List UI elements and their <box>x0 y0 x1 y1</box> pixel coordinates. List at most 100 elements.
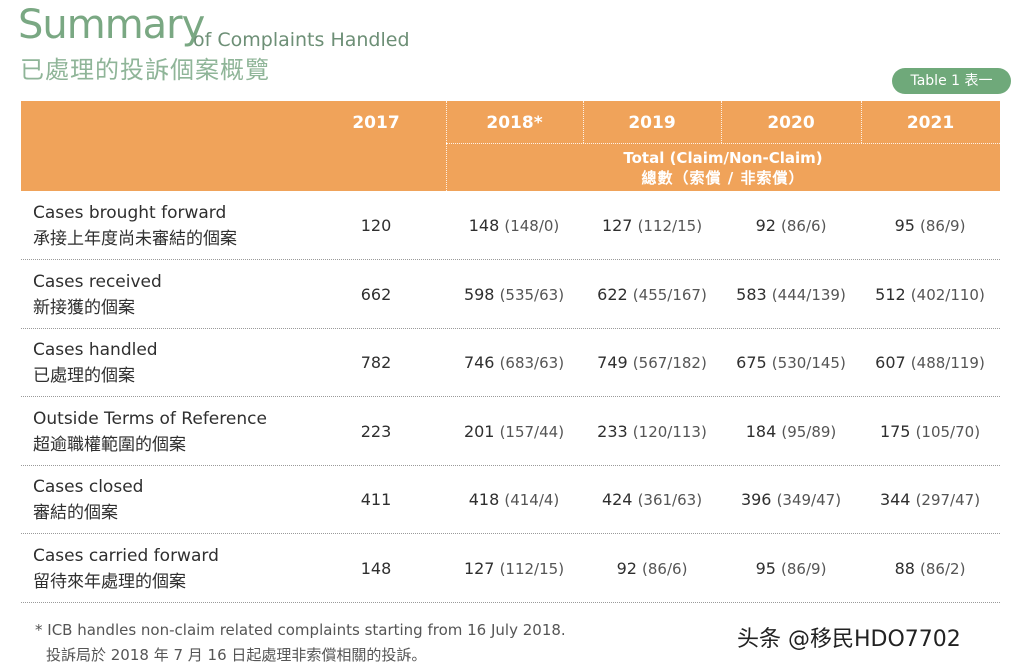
table-cell: 127 (112/15) <box>445 558 583 580</box>
table-cell: 92 (86/6) <box>583 558 721 580</box>
cell-total: 88 <box>894 558 915 578</box>
table-cell: 201 (157/44) <box>445 421 583 443</box>
cell-breakdown: (95/89) <box>781 422 837 441</box>
cell-total: 749 <box>597 353 628 372</box>
table-cell: 184 (95/89) <box>722 421 860 443</box>
cell-total: 95 <box>894 216 915 235</box>
cell-total: 622 <box>597 284 628 304</box>
cell-total: 233 <box>597 421 628 441</box>
cell-breakdown: (402/110) <box>910 285 985 304</box>
table-cell: 418 (414/4) <box>445 489 583 511</box>
cell-total: 782 <box>360 353 392 372</box>
table-cell: 675 (530/145) <box>722 352 860 374</box>
row-label-en: Cases brought forward <box>33 203 227 223</box>
table-cell: 175 (105/70) <box>861 421 999 443</box>
cell-total: 396 <box>740 490 772 509</box>
row-label-en: Cases received <box>33 271 162 292</box>
table-cell: 120 <box>307 215 445 237</box>
cell-total: 411 <box>360 490 392 509</box>
header-divider <box>721 101 722 143</box>
cell-breakdown: (86/6) <box>781 217 827 235</box>
header-divider <box>861 101 862 143</box>
title-main: Summary <box>18 2 205 48</box>
row-label-zh: 留待來年處理的個案 <box>33 571 186 592</box>
cell-total: 662 <box>360 284 392 304</box>
table-cell: 92 (86/6) <box>722 215 860 237</box>
cell-breakdown: (112/15) <box>637 217 703 235</box>
cell-breakdown: (86/2) <box>920 559 966 578</box>
row-label-en: Outside Terms of Reference <box>33 408 267 429</box>
table-cell: 127 (112/15) <box>583 215 721 237</box>
table-cell: 411 <box>307 489 445 511</box>
cell-total: 598 <box>463 284 495 304</box>
table-cell: 583 (444/139) <box>722 284 860 306</box>
cell-breakdown: (530/145) <box>771 354 846 372</box>
year-header-2021: 2021 <box>906 113 955 133</box>
header-divider <box>446 143 1000 144</box>
table-row: Cases handled 已處理的個案 782 746 (683/63) 749 (5… <box>21 329 1000 397</box>
table-row: Cases received 新接獲的個案 662 598 (535/63) 622 (… <box>21 261 1000 329</box>
year-header-2020: 2020 <box>767 113 815 133</box>
table-number-badge: Table 1 表一 <box>892 68 1011 94</box>
cell-total: 148 <box>360 558 392 578</box>
header-divider <box>446 143 447 191</box>
cell-breakdown: (414/4) <box>504 491 560 509</box>
table-header: 2017 2018* 2019 2020 2021 Total (Claim/N… <box>21 101 1000 191</box>
year-header-2017: 2017 <box>352 113 400 133</box>
year-header-2018: 2018* <box>486 113 543 133</box>
row-label-zh: 已處理的個案 <box>33 366 135 386</box>
cell-total: 92 <box>755 216 776 235</box>
cell-total: 92 <box>616 558 637 578</box>
cell-breakdown: (86/9) <box>920 217 966 235</box>
cell-total: 148 <box>468 216 500 235</box>
cell-total: 512 <box>875 284 906 304</box>
header-divider <box>446 101 447 143</box>
cell-breakdown: (455/167) <box>632 285 707 304</box>
table-cell: 662 <box>307 284 445 306</box>
row-label-zh: 審結的個案 <box>33 503 118 523</box>
table-cell: 148 (148/0) <box>445 215 583 237</box>
cell-total: 424 <box>601 490 633 509</box>
table-cell: 396 (349/47) <box>722 489 860 511</box>
cell-breakdown: (349/47) <box>776 491 842 509</box>
title-subtitle: of Complaints Handled <box>193 29 410 51</box>
table-cell: 607 (488/119) <box>861 352 999 374</box>
row-label-zh: 新接獲的個案 <box>33 297 135 318</box>
row-label-en: Cases handled <box>33 340 158 360</box>
row-label-en: Cases closed <box>33 477 144 497</box>
cell-total: 746 <box>463 353 495 372</box>
header-divider <box>583 101 584 143</box>
cell-total: 344 <box>879 490 911 509</box>
table-cell: 782 <box>307 352 445 374</box>
total-caption-zh: 總數（索償 / 非索償） <box>641 169 805 187</box>
table-cell: 148 <box>307 558 445 580</box>
table-row: Cases closed 審結的個案 411 418 (414/4) 424 (361/… <box>21 466 1000 534</box>
cell-breakdown: (488/119) <box>910 354 985 372</box>
cell-breakdown: (112/15) <box>499 559 565 578</box>
cell-total: 583 <box>736 284 767 304</box>
cell-breakdown: (148/0) <box>504 217 560 235</box>
table-cell: 424 (361/63) <box>583 489 721 511</box>
cell-breakdown: (444/139) <box>771 285 846 304</box>
table-cell: 95 (86/9) <box>722 558 860 580</box>
row-label-zh: 超逾職權範圍的個案 <box>33 434 186 455</box>
cell-total: 223 <box>360 421 392 441</box>
table-row: Cases carried forward 留待來年處理的個案 148 127 (11… <box>21 535 1000 603</box>
table-cell: 88 (86/2) <box>861 558 999 580</box>
table-cell: 233 (120/113) <box>583 421 721 443</box>
cell-breakdown: (297/47) <box>915 491 981 509</box>
cell-total: 175 <box>879 421 911 441</box>
cell-total: 127 <box>601 216 633 235</box>
cell-breakdown: (105/70) <box>915 422 981 441</box>
cell-breakdown: (157/44) <box>499 422 565 441</box>
cell-breakdown: (86/9) <box>781 559 827 578</box>
cell-total: 675 <box>736 353 767 372</box>
cell-total: 95 <box>755 558 776 578</box>
table-cell: 223 <box>307 421 445 443</box>
cell-breakdown: (567/182) <box>632 354 707 372</box>
table-cell: 622 (455/167) <box>583 284 721 306</box>
cell-total: 201 <box>463 421 495 441</box>
row-label-en: Cases carried forward <box>33 545 219 566</box>
cell-total: 127 <box>463 558 495 578</box>
table-cell: 512 (402/110) <box>861 284 999 306</box>
